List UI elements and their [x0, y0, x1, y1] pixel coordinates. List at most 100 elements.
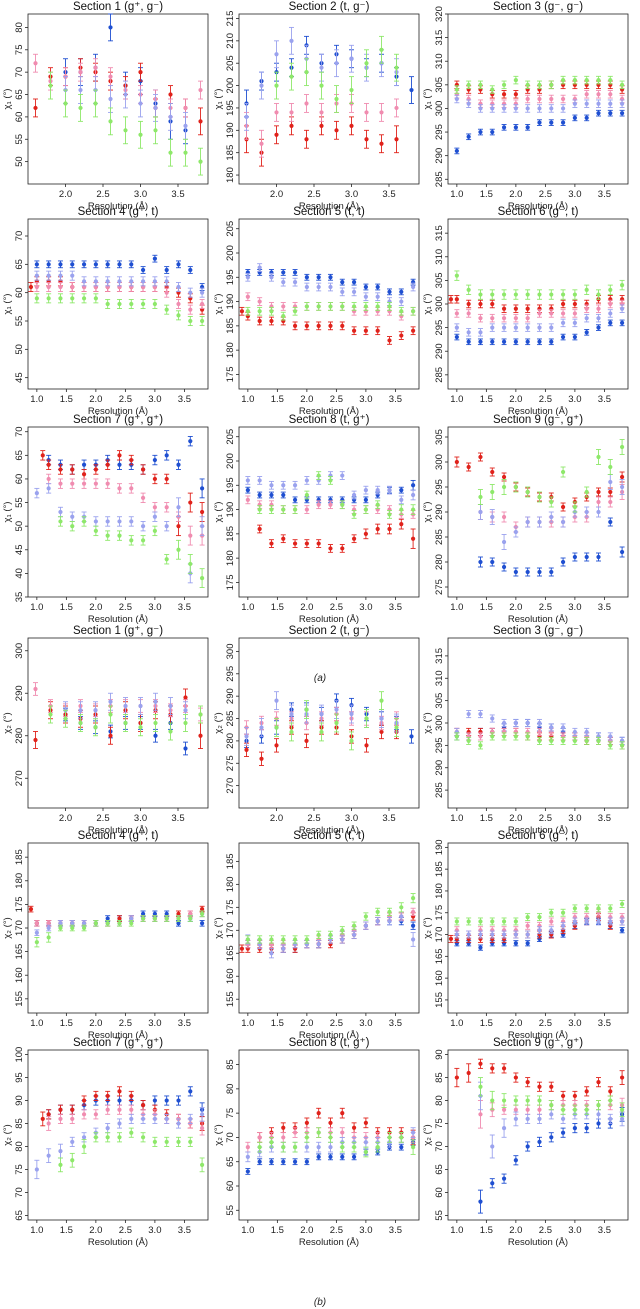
chart-panel-12: Section 3 (g⁻, g⁻) 1.0 1.5 2.0 2.5 3.0 3.5 285 2…: [422, 625, 629, 836]
x-axis-label: Resolution (Å): [508, 825, 568, 836]
data-point-green: [363, 505, 369, 514]
y-tick-label: 300: [14, 643, 25, 659]
series-lavender: [454, 710, 625, 745]
data-point-blue: [187, 435, 193, 447]
marker: [340, 304, 345, 309]
data-point-pink: [572, 309, 578, 318]
data-point-green: [81, 516, 87, 527]
data-point-pink: [245, 292, 251, 302]
data-point-green: [304, 700, 309, 719]
data-point-red: [257, 524, 263, 534]
marker: [176, 462, 181, 467]
data-point-red: [595, 487, 601, 497]
data-point-lavender: [289, 26, 294, 55]
y-tick-label: 295: [434, 479, 445, 495]
marker: [319, 83, 324, 88]
marker: [349, 87, 354, 93]
y-tick-label: 205: [225, 221, 236, 237]
x-tick-label: 3.5: [382, 189, 395, 200]
data-point-lavender: [292, 480, 298, 490]
data-point-red: [46, 459, 52, 470]
marker: [454, 334, 459, 340]
data-point-lavender: [584, 506, 590, 518]
data-point-lavender: [536, 718, 542, 728]
data-point-lavender: [280, 480, 286, 490]
marker: [454, 273, 459, 278]
marker: [153, 733, 158, 738]
marker: [46, 462, 51, 467]
data-point-red: [187, 492, 193, 513]
data-point-blue: [513, 338, 519, 346]
marker: [608, 734, 613, 739]
marker: [387, 512, 392, 517]
data-point-green: [81, 293, 87, 304]
marker: [537, 106, 542, 111]
marker: [198, 733, 203, 738]
marker: [478, 734, 483, 739]
marker: [394, 105, 399, 111]
y-tick-label: 50: [14, 156, 25, 167]
marker: [28, 284, 34, 290]
x-tick-label: 3.5: [389, 602, 402, 613]
marker: [560, 559, 566, 565]
data-point-green: [466, 736, 472, 745]
data-point-green: [454, 270, 460, 281]
data-point-lavender: [164, 276, 170, 287]
data-point-lavender: [398, 495, 404, 505]
data-point-red: [316, 321, 322, 331]
marker: [304, 507, 309, 512]
marker: [292, 507, 298, 512]
series-lavender: [245, 263, 416, 306]
marker: [93, 481, 98, 486]
y-tick-label: 285: [434, 367, 445, 383]
marker: [466, 464, 471, 470]
marker: [316, 473, 321, 478]
marker: [525, 292, 530, 297]
y-tick-label: 290: [434, 343, 445, 359]
plot-frame: [27, 842, 209, 1014]
data-point-lavender: [477, 104, 483, 113]
marker: [117, 301, 122, 307]
marker: [269, 541, 274, 546]
marker: [501, 514, 507, 520]
marker: [572, 738, 577, 743]
data-point-green: [584, 486, 590, 498]
marker: [328, 275, 333, 280]
marker: [596, 454, 601, 460]
data-point-pink: [46, 473, 52, 485]
marker: [281, 270, 286, 275]
marker: [525, 720, 530, 726]
marker: [304, 101, 309, 106]
data-point-red: [454, 295, 460, 304]
y-tick-label: 170: [225, 922, 236, 938]
marker: [117, 916, 122, 921]
y-tick-label: 160: [225, 968, 236, 984]
data-point-lavender: [410, 489, 416, 501]
marker: [364, 110, 369, 115]
data-point-pink: [304, 94, 309, 113]
y-tick-label: 305: [434, 693, 445, 709]
marker: [316, 304, 321, 309]
marker: [164, 524, 169, 529]
x-tick-label: 2.5: [330, 1018, 343, 1029]
data-point-red: [560, 299, 566, 309]
series-lavender: [34, 483, 205, 584]
marker: [105, 519, 110, 524]
marker: [269, 309, 274, 314]
marker: [152, 528, 157, 533]
data-point-green: [245, 306, 251, 316]
marker: [466, 134, 471, 139]
marker: [490, 129, 495, 135]
x-tick-label: 2.0: [300, 602, 313, 613]
marker: [525, 316, 530, 321]
marker: [259, 756, 264, 761]
y-tick-label: 50: [14, 521, 25, 532]
data-point-lavender: [128, 516, 134, 527]
data-point-red: [351, 534, 357, 544]
x-tick-label: 2.5: [539, 813, 552, 824]
data-point-lavender: [327, 282, 333, 292]
marker: [349, 56, 354, 61]
chart-title: Section 9 (g⁻, g⁺): [493, 414, 583, 426]
marker: [596, 316, 601, 321]
marker: [525, 734, 530, 739]
